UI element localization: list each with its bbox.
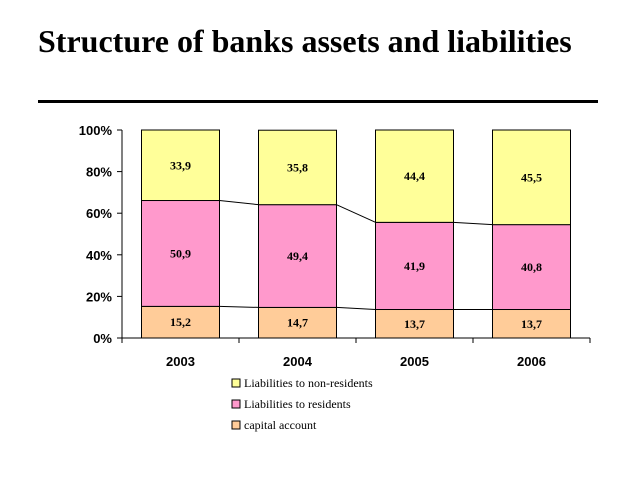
bar-segment	[258, 204, 337, 308]
data-label: 49,4	[287, 249, 308, 263]
series-line	[336, 204, 376, 223]
data-label: 13,7	[521, 317, 542, 331]
data-label: 44,4	[404, 169, 425, 183]
series-line	[219, 305, 259, 308]
x-tick-label: 2005	[400, 354, 429, 369]
bar-segment	[492, 129, 571, 226]
data-label: 33,9	[170, 158, 191, 172]
y-tick-label: 0%	[93, 331, 112, 346]
y-tick-label: 80%	[86, 165, 112, 180]
y-tick-label: 20%	[86, 289, 112, 304]
bar-segment	[492, 309, 571, 339]
x-tick-label: 2003	[166, 354, 195, 369]
legend-label: Liabilities to residents	[244, 397, 351, 411]
bar-segment	[375, 129, 454, 223]
legend-label: Liabilities to non-residents	[244, 376, 373, 390]
data-label: 40,8	[521, 260, 542, 274]
bar-segment	[258, 306, 337, 339]
data-label: 13,7	[404, 317, 425, 331]
bar-segment	[258, 129, 337, 206]
bar-segment	[375, 309, 454, 339]
x-tick-label: 2004	[283, 354, 313, 369]
data-label: 45,5	[521, 170, 542, 184]
data-label: 15,2	[170, 315, 191, 329]
data-label: 35,8	[287, 160, 308, 174]
series-line	[336, 306, 376, 311]
title-divider	[38, 100, 598, 103]
bar-segment	[492, 224, 571, 311]
series-line	[219, 200, 259, 206]
y-tick-label: 60%	[86, 206, 112, 221]
legend-label: capital account	[244, 418, 317, 432]
y-tick-label: 100%	[79, 123, 113, 138]
legend-swatch	[231, 399, 241, 409]
y-tick-label: 40%	[86, 248, 112, 263]
data-label: 14,7	[287, 316, 308, 330]
page-title: Structure of banks assets and liabilitie…	[38, 23, 572, 59]
legend-swatch	[231, 420, 241, 430]
data-label: 50,9	[170, 246, 191, 260]
legend-swatch	[231, 378, 241, 388]
x-tick-label: 2006	[517, 354, 546, 369]
bar-segment	[141, 129, 220, 202]
series-line	[453, 221, 493, 226]
data-label: 41,9	[404, 259, 425, 273]
